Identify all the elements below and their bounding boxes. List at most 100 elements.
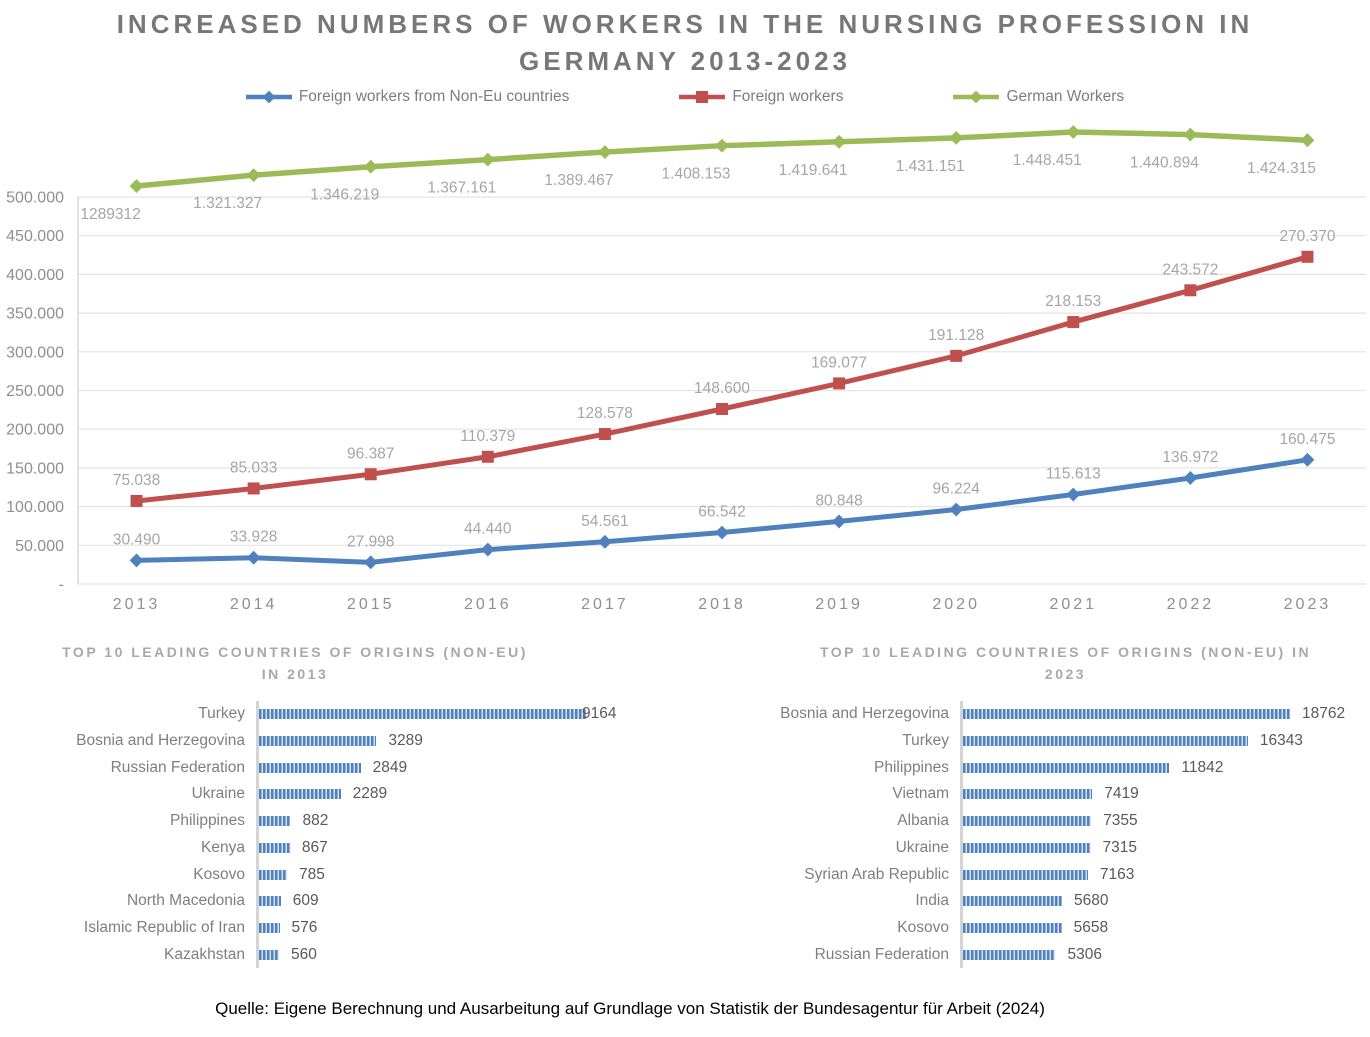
bar-value-label: 2289 [352, 785, 388, 803]
series-marker-diamond [949, 502, 964, 517]
bar [259, 842, 290, 853]
bar-category-label: Russian Federation [110, 758, 245, 776]
bar-chart-2013-title-line1: TOP 10 LEADING COUNTRIES OF ORIGINS (NON… [62, 644, 528, 660]
data-label: 1.431.151 [896, 158, 965, 175]
bar-value-label: 16343 [1259, 731, 1303, 749]
bar-category-label: Vietnam [892, 785, 949, 803]
series-marker-square [833, 377, 846, 390]
x-axis-label: 2023 [1284, 596, 1332, 613]
bar [963, 896, 1062, 907]
bar [963, 869, 1088, 880]
bar [259, 816, 291, 826]
series-marker-diamond [1183, 127, 1198, 142]
series-marker-diamond [129, 179, 144, 193]
bar-value-label: 2849 [372, 758, 408, 776]
legend-item-1: Foreign workers from Non-Eu countries [245, 88, 569, 106]
bar-value-label: 5680 [1073, 892, 1109, 910]
x-axis-label: 2021 [1049, 596, 1097, 613]
series-marker-diamond [715, 525, 729, 540]
bar-category-label: Bosnia and Herzegovina [780, 705, 949, 722]
series-marker-square [1067, 316, 1080, 329]
bar-value-label: 18762 [1302, 705, 1346, 722]
data-label: 1.424.315 [1247, 160, 1316, 177]
bar-category-label: Kosovo [897, 919, 949, 936]
bar-category-label: Ukraine [191, 785, 245, 803]
legend-label-3: German Workers [1006, 88, 1125, 105]
series-line-2 [136, 254, 1309, 504]
bar-category-label: Albania [897, 812, 949, 829]
bar-value-label: 7163 [1099, 865, 1135, 883]
bar [259, 762, 361, 773]
data-label: 243.572 [1162, 261, 1218, 278]
bar-chart-2023-title-line1: TOP 10 LEADING COUNTRIES OF ORIGINS (NON… [819, 644, 1312, 660]
data-label: 27.998 [347, 533, 394, 550]
bar [259, 735, 377, 746]
data-label: 1.367.161 [427, 180, 496, 197]
data-label: 1289312 [80, 206, 140, 223]
data-label: 85.033 [230, 459, 277, 476]
series-marker-square [950, 349, 963, 362]
series-marker-diamond [480, 542, 495, 557]
y-axis-tick-label: 300.000 [6, 344, 64, 361]
x-axis-label: 2015 [347, 596, 395, 613]
bar [963, 923, 1062, 933]
legend-diamond [262, 90, 276, 104]
bar [259, 896, 281, 907]
data-label: 148.600 [694, 380, 750, 397]
bar [259, 869, 287, 880]
series-marker-diamond [363, 555, 378, 570]
series-marker-diamond [597, 145, 612, 159]
series-marker-square [481, 450, 494, 463]
series-marker-diamond [1300, 452, 1315, 467]
series-marker-square [247, 482, 260, 495]
data-label: 1.321.327 [193, 195, 262, 212]
data-label: 1.408.153 [662, 166, 731, 183]
series-marker-diamond [246, 168, 261, 183]
bar-chart-2023-title-line2: 2023 [1044, 666, 1087, 682]
bar-value-label: 576 [291, 919, 318, 936]
series-marker-diamond [949, 130, 964, 145]
data-label: 1.448.451 [1013, 152, 1082, 169]
bar-value-label: 867 [301, 838, 328, 856]
legend-square [696, 91, 709, 103]
y-axis-tick-label: 500.000 [6, 190, 64, 207]
y-axis-tick-label: 250.000 [6, 383, 64, 400]
bar-category-label: Bosnia and Herzegovina [76, 731, 245, 749]
bar-chart-2013-title-line2: IN 2013 [261, 666, 329, 682]
x-axis-label: 2014 [230, 596, 278, 613]
line-chart-title: INCREASED NUMBERS OF WORKERS IN THE NURS… [0, 6, 1370, 80]
y-axis-tick-label: 400.000 [6, 267, 64, 284]
bar-category-label: Kenya [201, 838, 245, 856]
legend-item-2: Foreign workers [679, 88, 843, 106]
bar-value-label: 3289 [388, 731, 423, 749]
data-label: 96.224 [932, 481, 980, 498]
bar-category-axis [960, 701, 963, 968]
square-legend-marker-icon [679, 91, 726, 103]
series-marker-diamond [129, 553, 144, 568]
series-marker-diamond [1300, 133, 1315, 148]
bar-value-label: 7355 [1103, 812, 1138, 829]
bar [963, 709, 1290, 719]
bar-category-label: Russian Federation [814, 945, 949, 963]
data-label: 1.389.467 [544, 172, 613, 189]
series-marker-square [598, 428, 611, 441]
bar [259, 789, 341, 800]
data-label: 1.440.894 [1130, 155, 1199, 172]
bar-category-label: Philippines [170, 812, 245, 829]
bar-category-label: Turkey [902, 731, 949, 749]
data-label: 1.346.219 [310, 187, 379, 204]
x-axis-label: 2017 [581, 596, 629, 613]
data-label: 115.613 [1046, 466, 1101, 483]
line-chart-svg: 500.000 450.000 400.000 350.000 300.000 250.0… [6, 125, 1366, 613]
bar-category-label: Philippines [874, 758, 949, 776]
bar [963, 735, 1248, 746]
series-marker-diamond [715, 138, 729, 153]
series-marker-square [1301, 250, 1314, 263]
x-axis-label: 2016 [464, 596, 512, 613]
bar-category-axis [256, 701, 259, 968]
bar-value-label: 882 [302, 812, 329, 829]
series-marker-diamond [1183, 471, 1198, 485]
bar-value-label: 7315 [1102, 838, 1137, 856]
series-marker-diamond [832, 514, 847, 529]
